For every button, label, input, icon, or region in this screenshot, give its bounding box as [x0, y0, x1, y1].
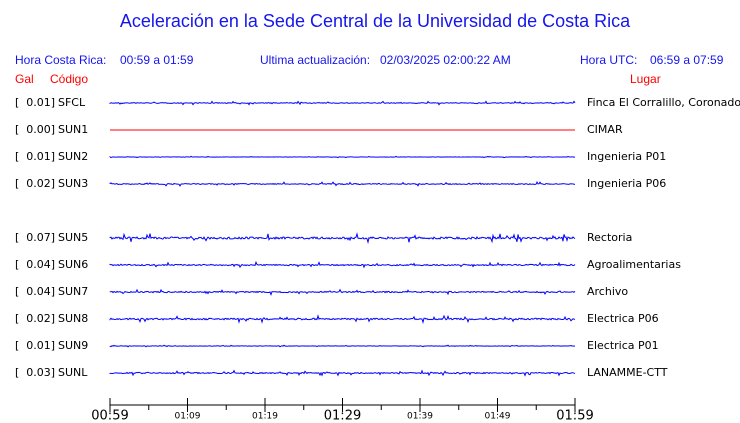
- gal-value: [ 0.01]: [15, 339, 55, 352]
- gal-value: [ 0.01]: [15, 96, 55, 109]
- waveform: [109, 314, 576, 325]
- station-place: LANAMME-CTT: [587, 366, 668, 379]
- place-heading: Lugar: [630, 72, 661, 86]
- time-label: 01:59: [556, 409, 593, 423]
- gal-value: [ 0.02]: [15, 312, 55, 325]
- waveform: [109, 260, 576, 269]
- station-code: SFCL: [58, 96, 86, 109]
- time-label: 01:09: [175, 412, 201, 422]
- local-label: Hora Costa Rica:: [15, 53, 106, 67]
- update-label: Ultima actualización:: [260, 53, 370, 67]
- station-code: SUN2: [58, 150, 88, 163]
- station-place: Rectoria: [587, 231, 632, 244]
- waveform: [109, 369, 576, 377]
- station-code: SUN8: [58, 312, 88, 325]
- gal-value: [ 0.03]: [15, 366, 55, 379]
- station-place: CIMAR: [587, 123, 623, 136]
- utc-label: Hora UTC:: [580, 53, 637, 67]
- waveform: [109, 344, 576, 348]
- waveform: [109, 100, 576, 106]
- station-place: Ingenieria P06: [587, 177, 666, 190]
- station-place: Finca El Corralillo, Coronado: [587, 96, 740, 109]
- waveform: [109, 155, 576, 159]
- station-code: SUN6: [58, 258, 88, 271]
- station-code: SUN7: [58, 285, 88, 298]
- gal-value: [ 0.04]: [15, 258, 55, 271]
- gal-value: [ 0.00]: [15, 123, 55, 136]
- waveform: [109, 288, 576, 296]
- time-label: 00:59: [91, 409, 128, 423]
- gal-value: [ 0.01]: [15, 150, 55, 163]
- time-label: 01:29: [324, 409, 361, 423]
- gal-value: [ 0.04]: [15, 285, 55, 298]
- station-code: SUN9: [58, 339, 88, 352]
- time-label: 01:39: [407, 412, 433, 422]
- station-code: SUN1: [58, 123, 88, 136]
- gal-value: [ 0.07]: [15, 231, 55, 244]
- station-code: SUNL: [58, 366, 88, 379]
- gal-value: [ 0.02]: [15, 177, 55, 190]
- station-place: Archivo: [587, 285, 628, 298]
- gal-heading: Gal: [15, 72, 34, 86]
- station-place: Ingenieria P01: [587, 150, 666, 163]
- station-place: Agroalimentarias: [587, 258, 681, 271]
- update-time: 02/03/2025 02:00:22 AM: [380, 53, 511, 67]
- code-heading: Código: [50, 72, 88, 86]
- waveform: [109, 181, 576, 187]
- station-place: Electrica P01: [587, 339, 659, 352]
- title: Aceleración en la Sede Central de la Uni…: [120, 11, 631, 31]
- waveform: [109, 232, 576, 245]
- utc-range: 06:59 a 07:59: [650, 53, 724, 67]
- time-label: 01:19: [252, 412, 278, 422]
- time-label: 01:49: [485, 412, 511, 422]
- local-range: 00:59 a 01:59: [120, 53, 194, 67]
- station-place: Electrica P06: [587, 312, 659, 325]
- station-code: SUN5: [58, 231, 88, 244]
- station-code: SUN3: [58, 177, 88, 190]
